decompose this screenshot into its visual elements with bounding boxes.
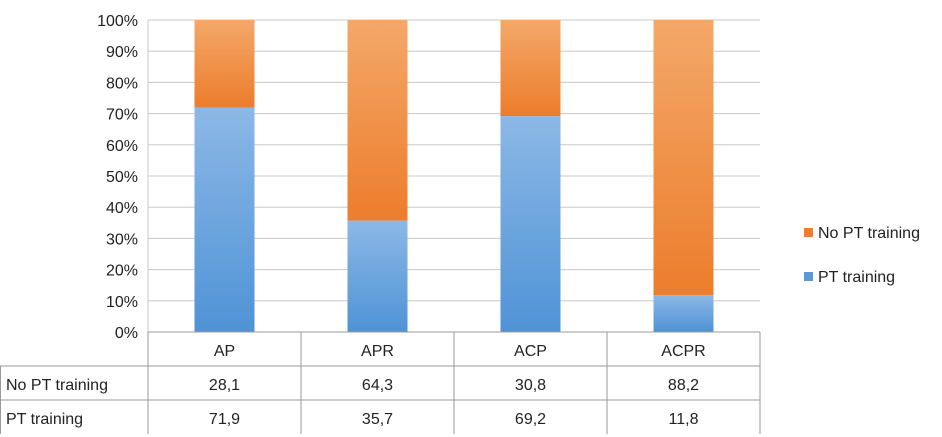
y-tick-label: 20%	[106, 263, 138, 280]
y-tick-label: 40%	[106, 200, 138, 217]
bar-pt-training-ap	[195, 108, 255, 332]
y-tick-label: 30%	[106, 231, 138, 248]
table-cell-value: 30,8	[515, 377, 546, 394]
y-tick-label: 0%	[115, 325, 138, 342]
table-row-label: No PT training	[6, 377, 108, 394]
table-row-label: PT training	[6, 411, 83, 428]
table-cell-value: 35,7	[362, 411, 393, 428]
legend: No PT training PT training	[804, 225, 920, 286]
bar-pt-training-acpr	[654, 295, 714, 332]
y-tick-label: 80%	[106, 75, 138, 92]
y-axis: 0% 10% 20% 30% 40% 50% 60% 70% 80% 90% 100%	[97, 13, 148, 342]
bar-no-pt-training-acpr	[654, 20, 714, 295]
x-category-label: AP	[214, 343, 235, 360]
y-tick-label: 90%	[106, 44, 138, 61]
legend-swatch	[804, 228, 813, 237]
y-tick-label: 100%	[97, 13, 138, 30]
table-cell-value: 88,2	[668, 377, 699, 394]
y-tick-label: 60%	[106, 138, 138, 155]
table-cell-value: 11,8	[669, 411, 699, 428]
table-cell-value: 69,2	[515, 411, 546, 428]
x-category-label: ACP	[514, 343, 547, 360]
bar-pt-training-apr	[348, 221, 408, 332]
y-tick-label: 70%	[106, 107, 138, 124]
x-category-label: APR	[361, 343, 394, 360]
bar-pt-training-acp	[501, 116, 561, 332]
y-tick-label: 10%	[106, 294, 138, 311]
x-category-label: ACPR	[661, 343, 705, 360]
data-table: AP APR ACP ACPR No PT training 28,1 64,3 30,8 88…	[0, 332, 760, 434]
bar-no-pt-training-acp	[501, 20, 561, 116]
legend-swatch	[804, 272, 813, 281]
table-cell-value: 71,9	[209, 411, 240, 428]
table-cell-value: 28,1	[209, 377, 240, 394]
table-cell-value: 64,3	[362, 377, 393, 394]
legend-label: PT training	[818, 269, 895, 286]
y-tick-label: 50%	[106, 169, 138, 186]
legend-label: No PT training	[818, 225, 920, 242]
bar-no-pt-training-ap	[195, 20, 255, 108]
bar-no-pt-training-apr	[348, 20, 408, 221]
